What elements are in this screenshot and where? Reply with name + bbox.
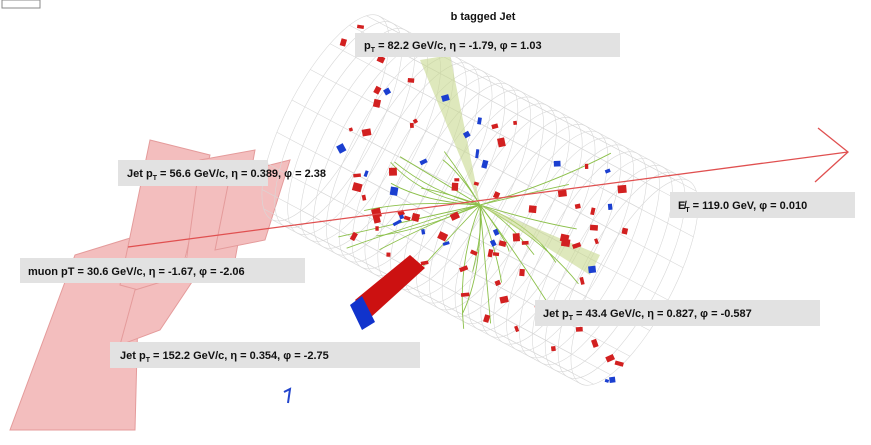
hit bbox=[579, 277, 584, 285]
jet1-label: Jet pT = 56.6 GeV/c, η = 0.389, φ = 2.38 bbox=[127, 168, 326, 182]
hit bbox=[605, 379, 610, 383]
stave bbox=[267, 163, 576, 327]
hit bbox=[590, 207, 595, 215]
t: Jet p bbox=[120, 350, 146, 362]
stray-hit bbox=[284, 389, 290, 403]
stave bbox=[277, 132, 586, 296]
t: = 43.4 GeV/c, η = 0.827, φ = -0.587 bbox=[573, 308, 752, 320]
hit bbox=[522, 241, 529, 245]
hit bbox=[404, 216, 411, 221]
hit bbox=[364, 170, 369, 177]
hit bbox=[499, 296, 508, 304]
hit bbox=[513, 233, 520, 241]
hit bbox=[386, 252, 390, 256]
hit bbox=[575, 204, 581, 209]
hit bbox=[421, 229, 425, 235]
hit bbox=[408, 78, 415, 83]
met-label: E̸T = 119.0 GeV, φ = 0.010 bbox=[678, 200, 807, 214]
hit bbox=[483, 314, 490, 323]
hit bbox=[588, 266, 596, 274]
track bbox=[480, 205, 491, 323]
t: = 119.0 GeV, φ = 0.010 bbox=[690, 200, 808, 212]
hit bbox=[497, 137, 506, 147]
stave bbox=[330, 44, 639, 208]
hit bbox=[454, 178, 459, 181]
corner-box bbox=[2, 0, 40, 8]
page: {"labels":{ "btag_title":"b tagged Jet",… bbox=[0, 0, 871, 440]
hit bbox=[443, 241, 450, 246]
t: = 152.2 GeV/c, η = 0.354, φ = -2.75 bbox=[150, 350, 329, 362]
hit bbox=[615, 361, 624, 367]
hit bbox=[499, 240, 507, 247]
hit bbox=[605, 354, 615, 363]
hit bbox=[389, 168, 397, 176]
hit bbox=[411, 213, 420, 222]
hit bbox=[352, 182, 363, 192]
hit bbox=[608, 204, 613, 210]
t: = 56.6 GeV/c, η = 0.389, φ = 2.38 bbox=[157, 168, 326, 180]
hit bbox=[609, 377, 615, 383]
hit bbox=[591, 339, 599, 348]
t: Jet p bbox=[543, 308, 569, 320]
event-display: b tagged Jet pT = 82.2 GeV/c, η = -1.79,… bbox=[0, 0, 871, 440]
hit bbox=[590, 225, 598, 231]
hit bbox=[383, 88, 391, 96]
hit bbox=[349, 127, 353, 131]
hit bbox=[493, 252, 499, 256]
hit bbox=[513, 121, 517, 125]
btag-label: pT = 82.2 GeV/c, η = -1.79, φ = 1.03 bbox=[364, 40, 542, 54]
jet2-label: Jet pT = 43.4 GeV/c, η = 0.827, φ = -0.5… bbox=[543, 308, 752, 322]
muon-label: muon pT = 30.6 GeV/c, η = -1.67, φ = -2.… bbox=[28, 266, 245, 278]
hit bbox=[353, 173, 361, 177]
hit bbox=[421, 260, 429, 265]
hit bbox=[554, 161, 561, 167]
hit bbox=[336, 143, 346, 154]
hit bbox=[477, 117, 482, 124]
hit bbox=[529, 205, 537, 213]
hit bbox=[490, 239, 497, 246]
hit bbox=[362, 128, 372, 136]
hits bbox=[336, 25, 628, 383]
hit bbox=[452, 183, 459, 191]
hit bbox=[390, 187, 399, 196]
hit bbox=[594, 238, 599, 244]
t: Jet p bbox=[127, 168, 153, 180]
hit bbox=[551, 346, 556, 351]
hit bbox=[605, 168, 611, 173]
met-arrow bbox=[815, 128, 848, 182]
hit bbox=[340, 38, 347, 46]
hit bbox=[357, 25, 364, 29]
hit bbox=[410, 123, 414, 128]
btag-title: b tagged Jet bbox=[451, 11, 516, 23]
hit bbox=[437, 231, 448, 241]
hit bbox=[585, 164, 588, 169]
hit bbox=[491, 123, 498, 129]
hit bbox=[617, 185, 626, 194]
hit bbox=[519, 269, 525, 276]
hit bbox=[375, 226, 378, 231]
jet3-label: Jet pT = 152.2 GeV/c, η = 0.354, φ = -2.… bbox=[120, 350, 329, 364]
hit bbox=[362, 195, 367, 201]
t: = 82.2 GeV/c, η = -1.79, φ = 1.03 bbox=[375, 40, 542, 52]
hit bbox=[576, 327, 583, 332]
